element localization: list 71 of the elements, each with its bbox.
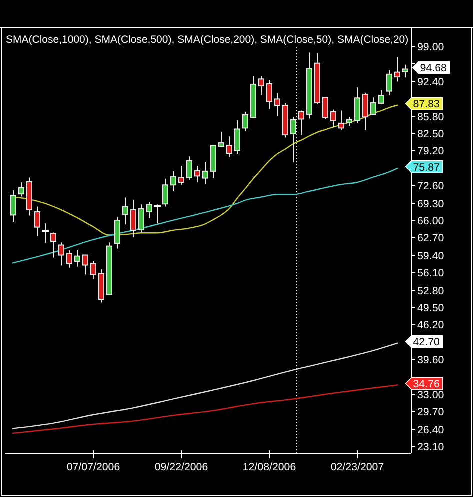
y-tick-label: 69.30 — [418, 198, 444, 210]
candlestick — [114, 216, 120, 250]
y-tick-label: 59.40 — [418, 250, 444, 262]
x-tick-label: 07/07/2006 — [66, 461, 120, 474]
candlestick — [290, 116, 296, 163]
candlestick — [322, 97, 328, 120]
candlestick — [50, 232, 56, 258]
candlestick — [202, 161, 208, 185]
candlestick — [18, 182, 24, 198]
candlestick — [274, 92, 280, 117]
line-series — [12, 384, 398, 434]
candlestick — [362, 92, 368, 131]
y-tick-label: 72.60 — [418, 180, 444, 192]
y-tick-label: 56.10 — [418, 267, 444, 280]
candlestick — [258, 76, 264, 96]
candlestick — [242, 111, 248, 132]
candlestick — [10, 190, 16, 223]
candlestick — [394, 56, 400, 82]
y-tick-label: 29.70 — [418, 406, 444, 418]
candlestick — [338, 110, 344, 131]
candlestick — [218, 131, 224, 148]
line-series — [12, 342, 398, 430]
candlestick — [298, 110, 304, 136]
candlestick — [130, 199, 136, 238]
candlestick — [82, 254, 88, 276]
candlestick — [330, 109, 336, 128]
x-tick-label: 12/08/2006 — [242, 461, 296, 474]
x-tick-label: 02/23/2007 — [330, 461, 384, 474]
candlestick — [266, 80, 272, 110]
y-tick-label: 49.50 — [418, 302, 444, 314]
y-tick-label: 82.50 — [418, 128, 444, 140]
y-tick-label: 62.70 — [418, 232, 444, 244]
y-tick-label: 52.80 — [418, 285, 444, 298]
text: SMA(Close,1000), SMA(Close,500), SMA(Close,200), SMA(Close,50), SMA(Close,20) — [6, 34, 409, 46]
candlestick — [354, 87, 360, 124]
data-label: 34.76 — [413, 378, 440, 391]
data-label: 42.70 — [413, 336, 440, 349]
candlestick — [146, 202, 152, 219]
candlestick — [90, 260, 96, 280]
candlestick — [162, 178, 168, 208]
y-tick-label: 79.20 — [418, 145, 444, 158]
candlestick — [234, 120, 240, 155]
y-tick-label: 92.40 — [418, 76, 444, 88]
y-tick-label: 23.10 — [418, 441, 444, 454]
line-series — [12, 168, 398, 264]
y-tick-label: 39.60 — [418, 354, 444, 366]
y-tick-label: 26.40 — [418, 424, 444, 436]
candlestick — [66, 250, 72, 268]
candlestick — [186, 156, 192, 180]
candlestick — [402, 64, 408, 78]
candlestick — [378, 90, 384, 105]
annotation: 94.68 — [420, 62, 448, 75]
y-tick-label: 66.00 — [418, 215, 444, 228]
data-label: 75.87 — [413, 162, 440, 174]
candlestick — [386, 70, 392, 96]
y-tick-label: 85.80 — [418, 111, 444, 124]
y-tick-label: 46.20 — [418, 319, 444, 332]
candlestick — [170, 170, 176, 192]
x-tick-label: 09/22/2006 — [154, 461, 208, 474]
candlestick — [74, 249, 80, 268]
candlestick — [194, 166, 200, 184]
y-tick-label: 99.00 — [418, 41, 444, 54]
candlestick — [178, 166, 184, 186]
candlestick — [34, 206, 40, 237]
candlestick — [370, 97, 376, 116]
candlestick — [226, 136, 232, 158]
candlestick — [122, 197, 128, 226]
candlestick — [58, 242, 64, 266]
y-tick-label: 33.00 — [418, 389, 444, 402]
candlestick — [138, 204, 144, 233]
data-label: 87.83 — [413, 98, 440, 111]
